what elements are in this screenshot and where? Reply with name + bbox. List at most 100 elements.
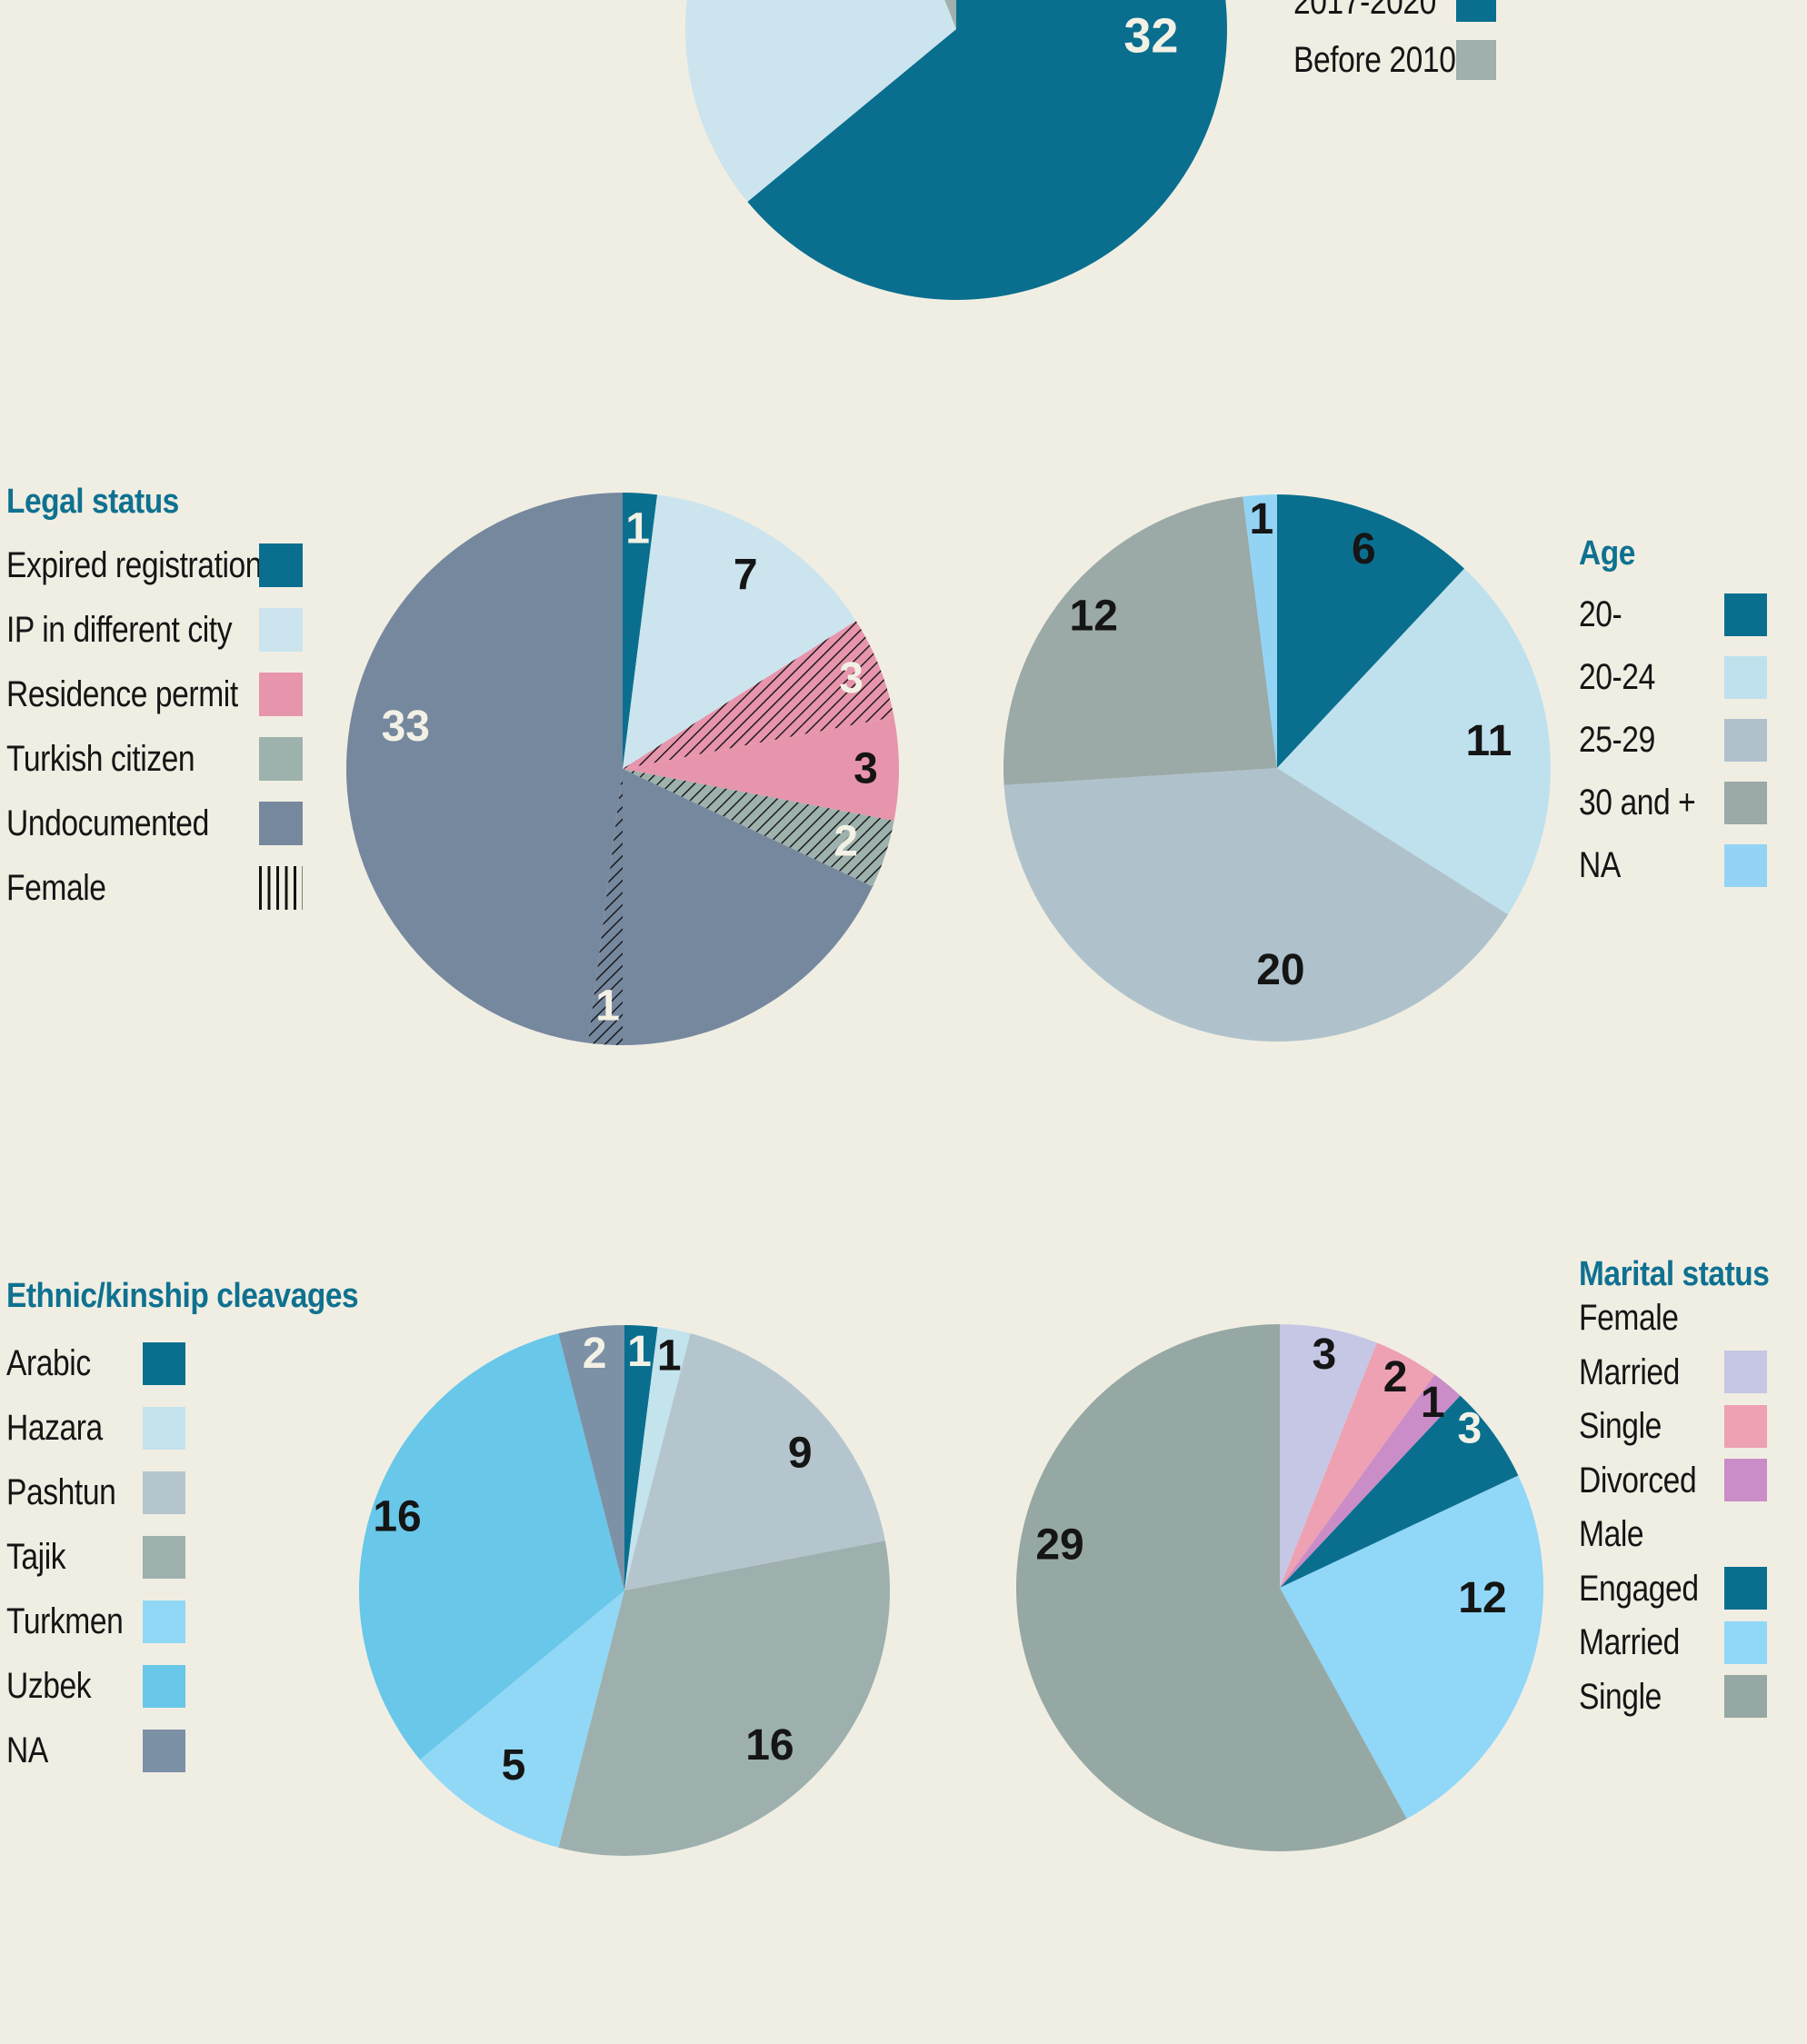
pie-age-slice-3 xyxy=(1003,496,1277,785)
legend-ethnic-swatch-5 xyxy=(143,1664,185,1708)
legend-age-swatch-1 xyxy=(1724,655,1767,699)
legend-age-label-2: 25-29 xyxy=(1579,720,1655,760)
legend-arrival-swatch-1 xyxy=(1456,40,1496,80)
legend-legal-label-2: Residence permit xyxy=(6,674,238,714)
legend-age-label-0: 20- xyxy=(1579,594,1622,634)
legend-ethnic-swatch-4 xyxy=(143,1600,185,1643)
pie-age-slice-4 xyxy=(1243,494,1277,768)
pie-ethnic-kinship-cleavages-value-label-0: 1 xyxy=(627,1328,652,1376)
pie-age-slice-1 xyxy=(1277,568,1551,915)
pie-ethnic-kinship-cleavages-value-label-5: 16 xyxy=(373,1492,421,1540)
legend-marital-label-3: Divorced xyxy=(1579,1460,1697,1501)
pie-ethnic-kinship-cleavages-slice-4 xyxy=(420,1590,624,1848)
legend-ethnic-swatch-6 xyxy=(143,1729,185,1772)
pie-ethnic-kinship-cleavages-slice-3 xyxy=(558,1540,890,1856)
legend-title-age: Age xyxy=(1579,534,1635,573)
legend-ethnic-label-2: Pashtun xyxy=(6,1472,116,1512)
pie-ethnic-kinship-cleavages-value-label-1: 1 xyxy=(657,1331,682,1380)
legend-arrival-swatch-0 xyxy=(1456,0,1496,22)
legend-legal-label-5: Female xyxy=(6,868,106,908)
pie-age-value-label-1: 11 xyxy=(1466,717,1512,765)
legend-title-marital-status: Marital status xyxy=(1579,1255,1770,1293)
pie-legal-status-slice-6-female-hatch xyxy=(587,769,623,1045)
pie-marital-status-slice-5 xyxy=(1016,1324,1407,1851)
pie-marital-status-value-label-2: 1 xyxy=(1421,1379,1445,1427)
pie-legal-status-slice-1 xyxy=(623,494,856,769)
legend-legal-label-3: Turkish citizen xyxy=(6,739,195,779)
pie-legal-status-slice-7 xyxy=(345,493,623,1043)
pie-marital-status-value-label-5: 29 xyxy=(1035,1521,1083,1569)
pie-marital-status-value-label-1: 2 xyxy=(1383,1353,1408,1401)
pie-marital-status-slice-4 xyxy=(1280,1475,1543,1820)
pie-year-of-arrival-slice-0 xyxy=(747,0,1227,300)
legend-marital-swatch-2 xyxy=(1724,1404,1767,1448)
legend-age-swatch-3 xyxy=(1724,781,1767,824)
legend-ethnic-label-3: Tajik xyxy=(6,1537,66,1577)
legend-legal-swatch-5-female-stripes xyxy=(259,866,303,910)
pie-ethnic-kinship-cleavages-slice-2 xyxy=(624,1333,885,1590)
pie-ethnic-kinship-cleavages-value-label-6: 2 xyxy=(583,1330,607,1378)
pie-ethnic-kinship-cleavages-value-label-2: 9 xyxy=(788,1429,813,1477)
legend-marital-subheader-0: Female xyxy=(1579,1298,1679,1338)
legend-age-swatch-2 xyxy=(1724,718,1767,762)
legend-legal-label-4: Undocumented xyxy=(6,803,209,843)
pie-legal-status-slice-0 xyxy=(623,493,658,769)
legend-marital-label-5: Engaged xyxy=(1579,1568,1699,1609)
pie-legal-status-value-label-3: 3 xyxy=(854,745,878,793)
pie-legal-status-value-label-1: 7 xyxy=(734,551,758,599)
pie-legal-status-slice-3 xyxy=(623,717,899,821)
pie-year-of-arrival-value-label-0: 32 xyxy=(1123,8,1178,63)
legend-ethnic-swatch-0 xyxy=(143,1341,185,1385)
legend-title-legal-status: Legal status xyxy=(6,483,179,521)
legend-arrival-label-1: Before 2010 xyxy=(1293,40,1456,80)
pie-age-value-label-2: 20 xyxy=(1256,946,1304,994)
legend-marital-swatch-3 xyxy=(1724,1459,1767,1501)
pie-marital-status-value-label-3: 3 xyxy=(1457,1404,1482,1452)
pie-age: 6 11 20 12 1 xyxy=(1003,494,1551,1042)
pie-legal-status-value-label-0: 1 xyxy=(625,505,650,553)
pie-ethnic-kinship-cleavages-value-label-3: 16 xyxy=(745,1721,794,1770)
legend-legal-swatch-2 xyxy=(259,673,303,716)
pie-ethnic-kinship-cleavages-slice-6 xyxy=(558,1325,624,1590)
pie-legal-status-value-label-7: 33 xyxy=(382,703,430,751)
legend-marital-subheader-4: Male xyxy=(1579,1514,1644,1554)
pie-marital-status-value-label-4: 12 xyxy=(1458,1574,1506,1622)
pie-marital-status-slice-2 xyxy=(1280,1374,1461,1588)
pie-legal-status-slice-5 xyxy=(623,769,874,1045)
pie-ethnic-kinship-cleavages-slice-1 xyxy=(624,1327,691,1590)
pie-legal-status-value-label-2: 3 xyxy=(839,654,864,703)
legend-legal-swatch-1 xyxy=(259,608,303,652)
pie-ethnic-kinship-cleavages-slice-0 xyxy=(624,1325,658,1590)
pie-age-value-label-4: 1 xyxy=(1249,495,1273,543)
pie-age-value-label-0: 6 xyxy=(1352,525,1376,573)
legend-legal-label-0: Expired registration xyxy=(6,545,263,585)
pie-age-slice-2 xyxy=(1003,768,1509,1042)
legend-marital-label-6: Married xyxy=(1579,1622,1680,1662)
pie-marital-status-slice-0 xyxy=(1280,1324,1377,1588)
legend-ethnic-label-4: Turkmen xyxy=(6,1601,124,1641)
pie-ethnic-kinship-cleavages-slice-5 xyxy=(358,1333,624,1760)
pie-year-of-arrival: 32 xyxy=(685,0,1227,300)
legend-marital-label-7: Single xyxy=(1579,1676,1662,1717)
legend-age-label-4: NA xyxy=(1579,845,1621,885)
legend-marital-label-1: Married xyxy=(1579,1351,1680,1392)
legend-age-label-1: 20-24 xyxy=(1579,657,1655,697)
legend-ethnic-swatch-3 xyxy=(143,1535,185,1579)
legend-arrival-label-0: 2017-2020 xyxy=(1293,0,1436,22)
pie-year-of-arrival-slice-1 xyxy=(685,0,956,202)
pie-year-of-arrival-slice-2 xyxy=(944,0,956,29)
legend-ethnic-label-5: Uzbek xyxy=(6,1666,92,1706)
pie-legal-status-slice-4-female-hatch xyxy=(623,769,894,887)
pie-legal-status-value-label-4: 2 xyxy=(834,817,858,865)
pie-marital-status-value-label-0: 3 xyxy=(1313,1331,1337,1379)
pie-ethnic-kinship-cleavages-value-label-4: 5 xyxy=(502,1741,526,1790)
legend-legal-swatch-0 xyxy=(259,543,303,587)
legend-legal-swatch-4 xyxy=(259,802,303,845)
pie-legal-status-value-label-6: 1 xyxy=(595,982,620,1030)
legend-ethnic-swatch-1 xyxy=(143,1406,185,1450)
legend-ethnic-label-6: NA xyxy=(6,1730,48,1770)
legend-ethnic-swatch-2 xyxy=(143,1471,185,1514)
legend-age-swatch-4 xyxy=(1724,843,1767,887)
